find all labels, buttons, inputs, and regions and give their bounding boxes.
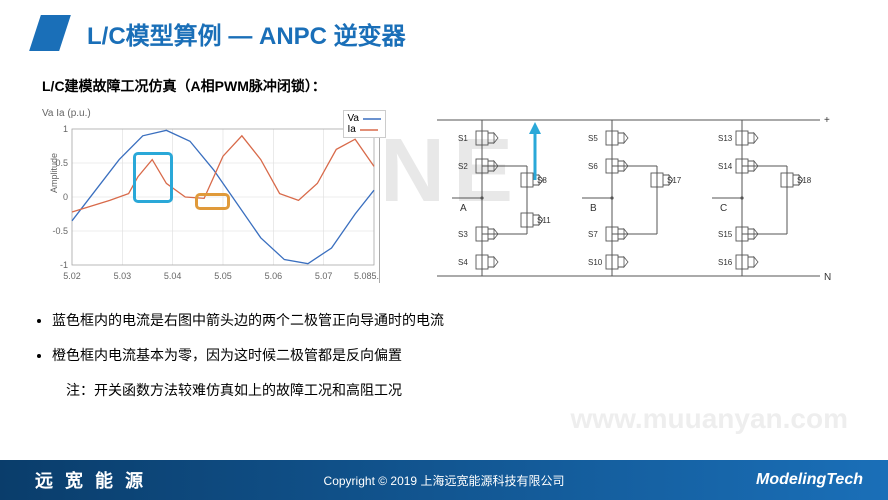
- svg-text:1: 1: [63, 124, 68, 134]
- svg-text:5.085.084: 5.085.084: [354, 271, 380, 281]
- svg-text:S13: S13: [718, 134, 733, 143]
- legend-row: Ia: [348, 124, 382, 135]
- slide-header: L/C模型算例 — ANPC 逆变器: [0, 0, 888, 51]
- legend-label: Ia: [348, 124, 356, 135]
- svg-text:S6: S6: [588, 162, 598, 171]
- legend-swatch: [360, 126, 378, 134]
- svg-text:C: C: [720, 203, 727, 214]
- slide-footer: 远宽能源 Copyright © 2019 上海远宽能源科技有限公司 Model…: [0, 460, 888, 500]
- bullet-item: 橙色框内电流基本为零，因为这时候二极管都是反向偏置: [52, 345, 888, 366]
- circuit-canvas: + N S1 S2 S3 S4: [412, 108, 832, 288]
- svg-text:S4: S4: [458, 258, 468, 267]
- svg-text:S1: S1: [458, 134, 468, 143]
- svg-text:S11: S11: [537, 216, 551, 225]
- svg-text:B: B: [590, 203, 597, 214]
- svg-text:S16: S16: [718, 258, 733, 267]
- svg-text:+: +: [824, 115, 830, 126]
- svg-text:S2: S2: [458, 162, 468, 171]
- svg-text:S18: S18: [797, 176, 812, 185]
- svg-text:S14: S14: [718, 162, 733, 171]
- watermark-url: www.muuanyan.com: [571, 403, 848, 435]
- orange-box: [195, 193, 230, 210]
- svg-text:N: N: [824, 272, 831, 283]
- blue-box: [133, 152, 173, 203]
- bullet-item: 蓝色框内的电流是右图中箭头边的两个二极管正向导通时的电流: [52, 310, 888, 331]
- svg-text:S17: S17: [667, 176, 682, 185]
- current-arrow-icon: [529, 122, 541, 134]
- footer-copyright: Copyright © 2019 上海远宽能源科技有限公司: [324, 472, 565, 489]
- switch-S16: S16: [718, 255, 758, 269]
- svg-text:S5: S5: [588, 134, 598, 143]
- svg-text:A: A: [460, 203, 467, 214]
- svg-text:S15: S15: [718, 230, 733, 239]
- svg-text:S3: S3: [458, 230, 468, 239]
- svg-text:5.05: 5.05: [214, 271, 232, 281]
- waveform-chart: Va Ia (p.u.) Amplitude -1-0.500.515.025.…: [42, 108, 392, 288]
- footer-logo-text: 远宽能源: [35, 467, 155, 493]
- anpc-circuit-diagram: + N S1 S2 S3 S4: [412, 108, 832, 288]
- svg-text:S7: S7: [588, 230, 598, 239]
- header-accent-shape: [29, 15, 71, 51]
- note-line: 注：开关函数方法较难仿真如上的故障工况和高阻工况: [66, 380, 888, 400]
- legend-label: Va: [348, 113, 360, 124]
- svg-text:5.04: 5.04: [164, 271, 182, 281]
- legend-row: Va: [348, 113, 382, 124]
- switch-S10: S10: [588, 255, 628, 269]
- content-row: Va Ia (p.u.) Amplitude -1-0.500.515.025.…: [0, 108, 888, 288]
- footer-brand: ModelingTech: [756, 471, 863, 489]
- switch-S5: S5: [588, 131, 628, 145]
- switch-S17: S17: [651, 173, 682, 187]
- svg-text:S10: S10: [588, 258, 603, 267]
- switch-S13: S13: [718, 131, 758, 145]
- switch-S18: S18: [781, 173, 812, 187]
- note-prefix: 注：: [66, 382, 94, 398]
- switch-S11: S11: [521, 213, 551, 227]
- switch-S1: S1: [458, 131, 498, 145]
- svg-text:S8: S8: [537, 176, 547, 185]
- chart-title: Va Ia (p.u.): [42, 108, 392, 119]
- svg-text:0: 0: [63, 192, 68, 202]
- legend-swatch: [363, 115, 381, 123]
- chart-legend: Va Ia: [343, 110, 387, 138]
- svg-text:-1: -1: [60, 260, 68, 270]
- note-text: 开关函数方法较难仿真如上的故障工况和高阻工况: [94, 382, 402, 398]
- slide-title: L/C模型算例 — ANPC 逆变器: [87, 16, 406, 51]
- chart-ylabel: Amplitude: [49, 153, 59, 193]
- svg-text:-0.5: -0.5: [52, 226, 68, 236]
- svg-text:5.07: 5.07: [315, 271, 333, 281]
- bullet-list: 蓝色框内的电流是右图中箭头边的两个二极管正向导通时的电流 橙色框内电流基本为零，…: [52, 310, 888, 366]
- svg-text:5.06: 5.06: [265, 271, 283, 281]
- svg-text:5.03: 5.03: [114, 271, 132, 281]
- switch-S4: S4: [458, 255, 498, 269]
- section-subtitle: L/C建模故障工况仿真（A相PWM脉冲闭锁）：: [42, 76, 888, 96]
- svg-text:5.02: 5.02: [63, 271, 81, 281]
